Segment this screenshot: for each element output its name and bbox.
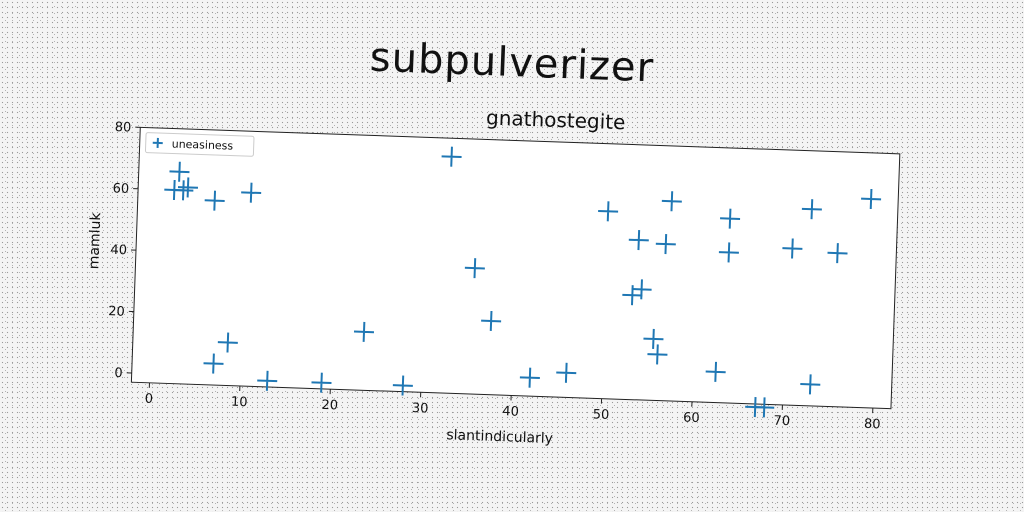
data-point [464,258,485,279]
x-tick-label: 60 [683,410,700,426]
y-tick-label: 40 [110,243,127,259]
data-point [203,353,224,374]
data-point [311,372,332,393]
x-tick-label: 20 [321,398,338,414]
data-point [392,375,413,396]
data-point [631,279,652,300]
data-point [441,146,462,167]
x-axis-label: slantindicularly [446,427,553,447]
legend-label: uneasiness [171,137,233,152]
axes-frame [130,126,901,410]
data-point [705,361,726,382]
data-point [647,344,668,365]
data-point [827,243,848,264]
x-tick-label: 50 [592,407,609,423]
chart-title: gnathostegite [486,105,626,134]
x-tick-label: 0 [144,392,153,407]
data-point [782,238,803,259]
scatter-plot: gnathostegite 0 10 20 30 40 50 60 70 80 0 20 40 60 80… [86,105,901,447]
data-point [241,182,262,203]
x-tick-label: 10 [231,395,248,411]
x-tick-label: 70 [773,414,790,430]
data-point [801,199,822,220]
plot-area: 0 10 20 30 40 50 60 70 80 0 20 40 60 80 uneasiness [108,120,901,433]
data-point [556,362,577,383]
data-point [861,188,882,210]
data-point [353,321,375,342]
data-point [720,208,741,229]
y-tick-label: 80 [114,120,131,136]
y-tick-label: 20 [108,304,125,320]
data-point [754,397,775,418]
x-tick-label: 40 [502,404,519,420]
data-point [177,177,199,198]
x-tick-label: 80 [864,417,881,433]
data-point [519,367,540,388]
x-tick-label: 30 [412,401,429,417]
y-tick-label: 0 [114,366,123,381]
data-point [718,242,739,263]
data-point [257,370,278,391]
data-point [204,190,225,211]
y-tick-label: 60 [112,181,129,197]
legend-marker [152,137,163,149]
data-point [661,191,682,212]
data-point [173,180,194,201]
data-point [481,310,502,332]
data-point [598,201,619,222]
data-point [217,332,238,353]
y-axis-label: mamluk [86,211,104,269]
data-point [643,328,664,349]
data-point [655,234,676,255]
chart: gnathostegite 0 10 20 30 40 50 60 70 80 0 20 40 60 80… [74,90,926,479]
data-point [800,374,821,395]
data-point [169,161,190,182]
data-point [628,230,649,251]
legend-box [144,132,255,157]
